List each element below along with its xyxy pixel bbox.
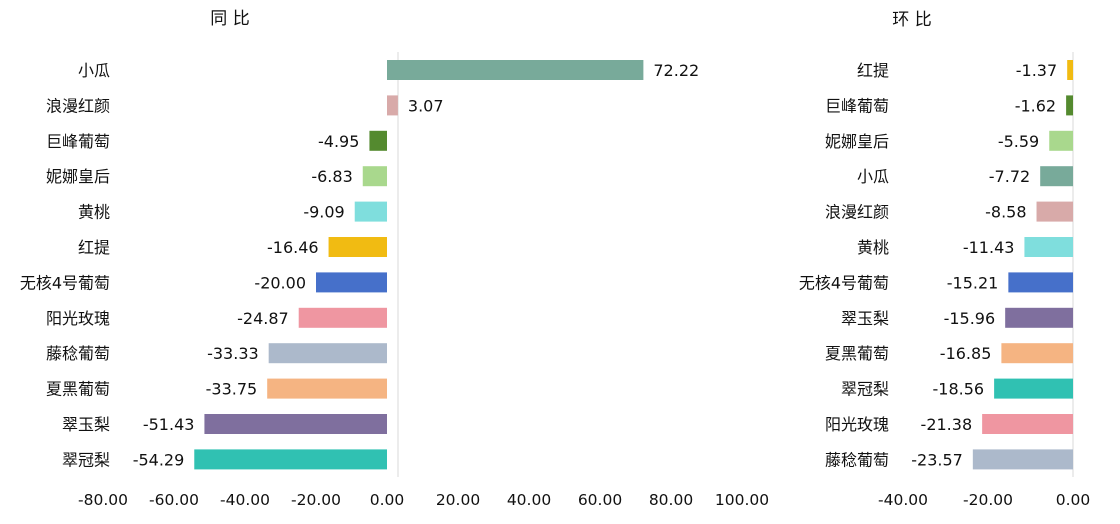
yoy-data-label: -54.29 [133,450,185,469]
yoy-bar [268,343,387,364]
mom-category-label: 黄桃 [857,238,889,257]
mom-category-label: 翠冠梨 [841,380,889,399]
mom-category-label: 红提 [857,61,889,80]
yoy-x-tick-label: 40.00 [507,491,551,509]
mom-bar [1067,60,1073,80]
yoy-chart-title: 同 比 [210,9,249,29]
mom-category-label: 无核4号葡萄 [799,273,889,292]
mom-data-label: -8.58 [985,203,1026,222]
mom-category-label: 夏黑葡萄 [825,344,889,363]
mom-data-label: -21.38 [921,415,973,434]
yoy-data-label: -9.09 [303,203,344,222]
yoy-x-tick-label: 80.00 [649,491,693,509]
yoy-chart-panel: 同 比 小瓜 72.22 浪漫红颜 3.07 巨峰葡萄 -4.95 妮娜皇后 -6.83 黄桃 -… [20,9,769,509]
yoy-data-label: 72.22 [653,61,699,80]
mom-bar [1001,343,1073,364]
yoy-category-label: 藤稔葡萄 [46,344,110,363]
mom-bar [972,449,1073,470]
yoy-data-label: -16.46 [267,238,319,257]
mom-data-label: -7.72 [989,167,1030,186]
yoy-data-label: -4.95 [318,132,359,151]
yoy-data-label: -24.87 [237,309,289,328]
mom-data-label: -16.85 [940,344,992,363]
yoy-category-label: 巨峰葡萄 [46,132,110,151]
mom-chart-title: 环 比 [892,10,931,30]
mom-category-label: 小瓜 [857,167,889,186]
mom-data-label: -5.59 [998,132,1039,151]
yoy-category-label: 黄桃 [78,203,110,222]
yoy-x-tick-label: -80.00 [78,491,128,509]
yoy-bar [362,166,387,187]
yoy-bar [267,378,387,399]
mom-x-tick-label: -40.00 [878,491,928,509]
mom-bar [1066,95,1073,116]
yoy-category-label: 无核4号葡萄 [20,273,110,292]
mom-data-label: -11.43 [963,238,1015,257]
mom-chart-panel: 环 比 红提 -1.37 巨峰葡萄 -1.62 妮娜皇后 -5.59 小瓜 -7.72 浪漫红颜… [799,10,1090,509]
mom-category-label: 巨峰葡萄 [825,96,889,115]
yoy-bar [328,237,387,257]
yoy-bar [354,201,387,222]
yoy-data-label: -33.75 [206,380,258,399]
mom-category-label: 妮娜皇后 [825,132,889,151]
yoy-category-label: 浪漫红颜 [46,96,110,115]
mom-x-tick-label: -20.00 [963,491,1013,509]
yoy-category-label: 翠玉梨 [62,415,110,434]
yoy-x-tick-label: 60.00 [578,491,622,509]
yoy-category-label: 翠冠梨 [62,450,110,469]
mom-bar [1036,201,1073,222]
mom-data-label: -23.57 [911,450,963,469]
yoy-category-label: 阳光玫瑰 [46,309,110,328]
yoy-bar [387,60,644,80]
yoy-data-label: -20.00 [254,273,306,292]
yoy-category-label: 夏黑葡萄 [46,380,110,399]
mom-data-label: -15.96 [944,309,996,328]
yoy-x-tick-label: 0.00 [370,491,405,509]
yoy-x-tick-label: -20.00 [291,491,341,509]
mom-bar [1040,166,1073,187]
yoy-x-tick-label: -40.00 [220,491,270,509]
mom-category-label: 阳光玫瑰 [825,415,889,434]
mom-data-label: -18.56 [933,380,985,399]
yoy-x-tick-label: 20.00 [436,491,480,509]
yoy-bar [194,449,387,470]
mom-bar [1008,272,1073,293]
yoy-x-tick-label: -60.00 [149,491,199,509]
yoy-data-label: 3.07 [408,96,444,115]
yoy-x-tick-label: 100.00 [715,491,769,509]
yoy-category-label: 红提 [78,238,110,257]
mom-bar [982,414,1073,434]
yoy-bar [298,307,387,328]
yoy-data-label: -51.43 [143,415,195,434]
mom-bar [1024,237,1073,257]
yoy-bar [369,130,387,151]
mom-x-tick-label: 0.00 [1056,491,1091,509]
mom-category-label: 翠玉梨 [841,309,889,328]
mom-bar [1005,307,1073,328]
yoy-category-label: 妮娜皇后 [46,167,110,186]
yoy-bar [316,272,387,293]
yoy-category-label: 小瓜 [78,61,110,80]
mom-bar [1049,130,1073,151]
yoy-data-label: -6.83 [311,167,352,186]
yoy-bar [204,414,387,434]
mom-data-label: -15.21 [947,273,999,292]
mom-category-label: 浪漫红颜 [825,203,889,222]
mom-category-label: 藤稔葡萄 [825,450,889,469]
mom-data-label: -1.37 [1016,61,1057,80]
mom-data-label: -1.62 [1015,96,1056,115]
yoy-bar [387,95,398,116]
yoy-data-label: -33.33 [207,344,259,363]
mom-bar [994,378,1073,399]
